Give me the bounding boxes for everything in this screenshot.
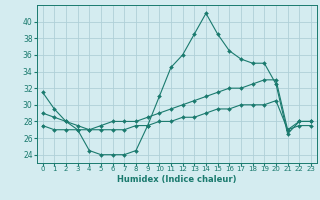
X-axis label: Humidex (Indice chaleur): Humidex (Indice chaleur) bbox=[117, 175, 236, 184]
